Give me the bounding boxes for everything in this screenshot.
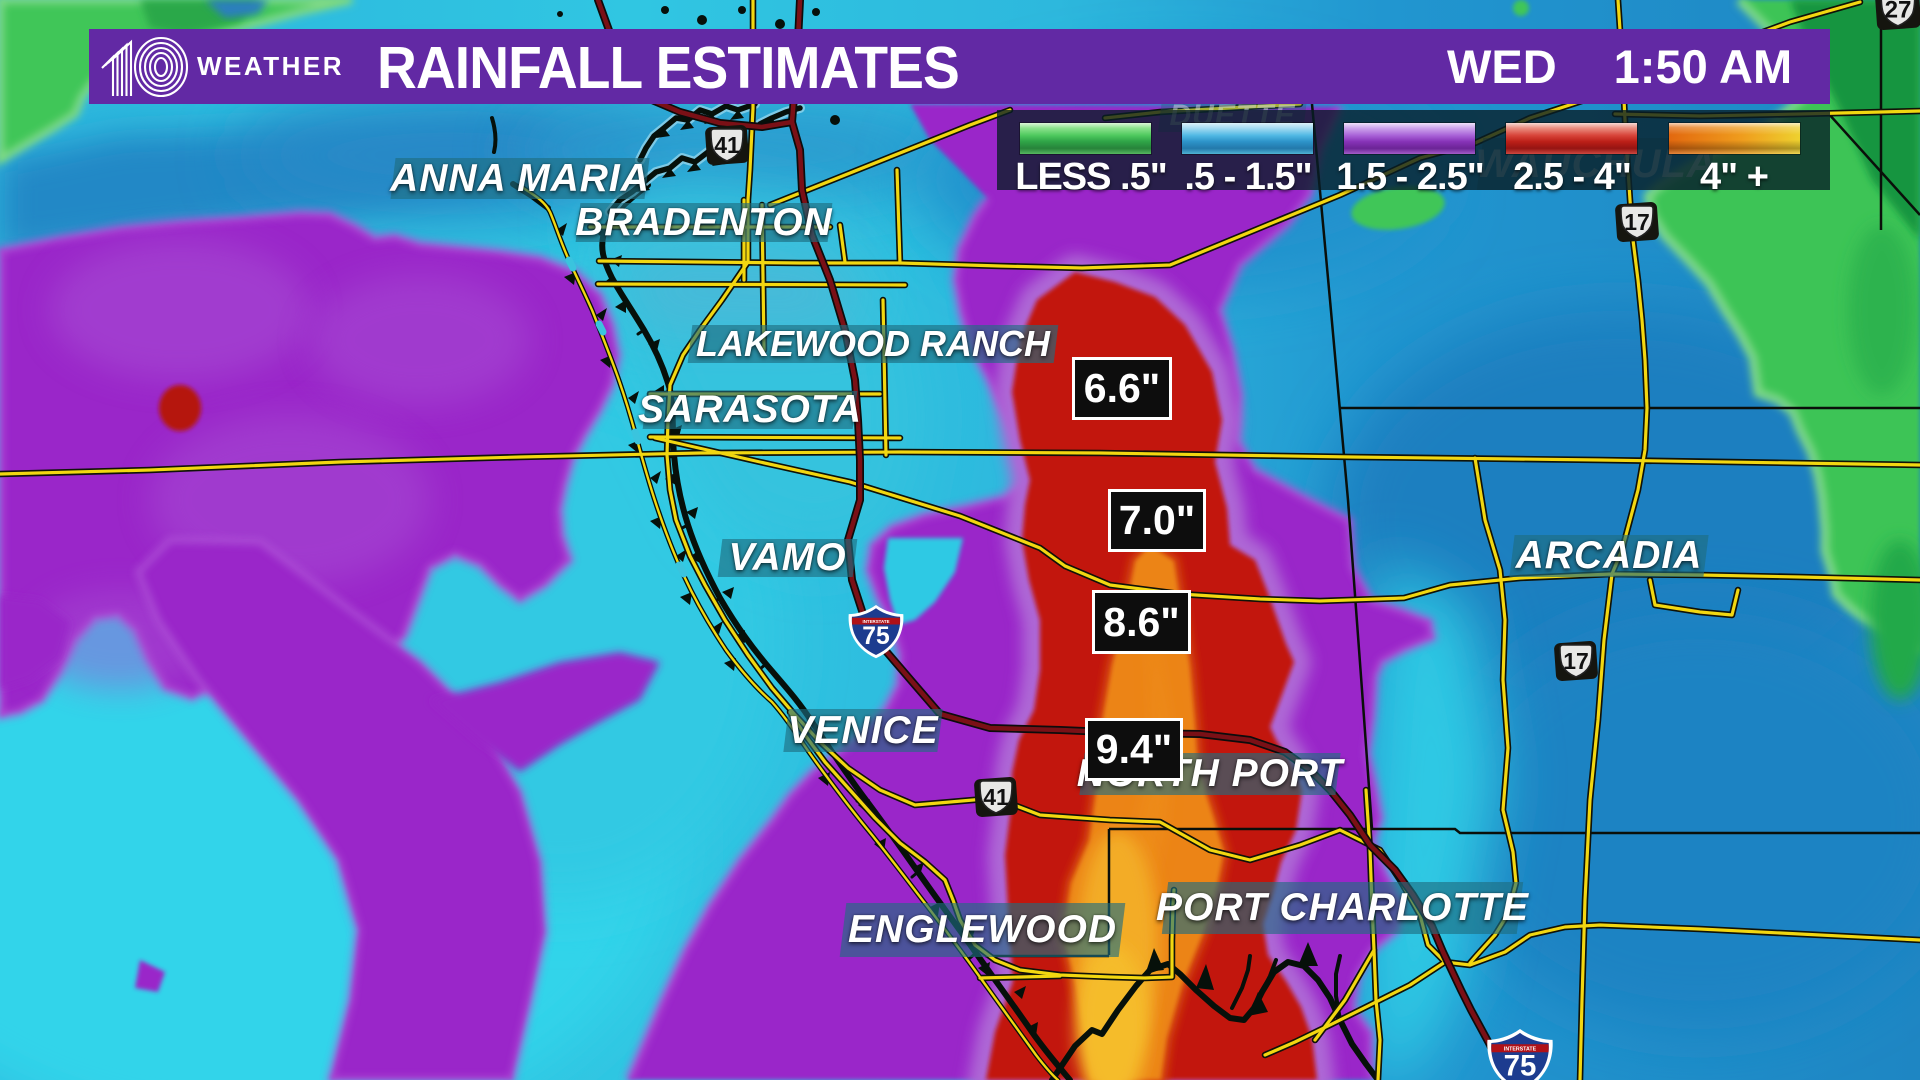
svg-text:75: 75 <box>862 623 890 650</box>
svg-text:27: 27 <box>1885 0 1912 23</box>
svg-text:17: 17 <box>1624 209 1650 235</box>
svg-text:41: 41 <box>714 132 740 158</box>
svg-text:17: 17 <box>1563 648 1589 674</box>
svg-text:75: 75 <box>1504 1050 1537 1080</box>
svg-text:41: 41 <box>983 784 1009 810</box>
